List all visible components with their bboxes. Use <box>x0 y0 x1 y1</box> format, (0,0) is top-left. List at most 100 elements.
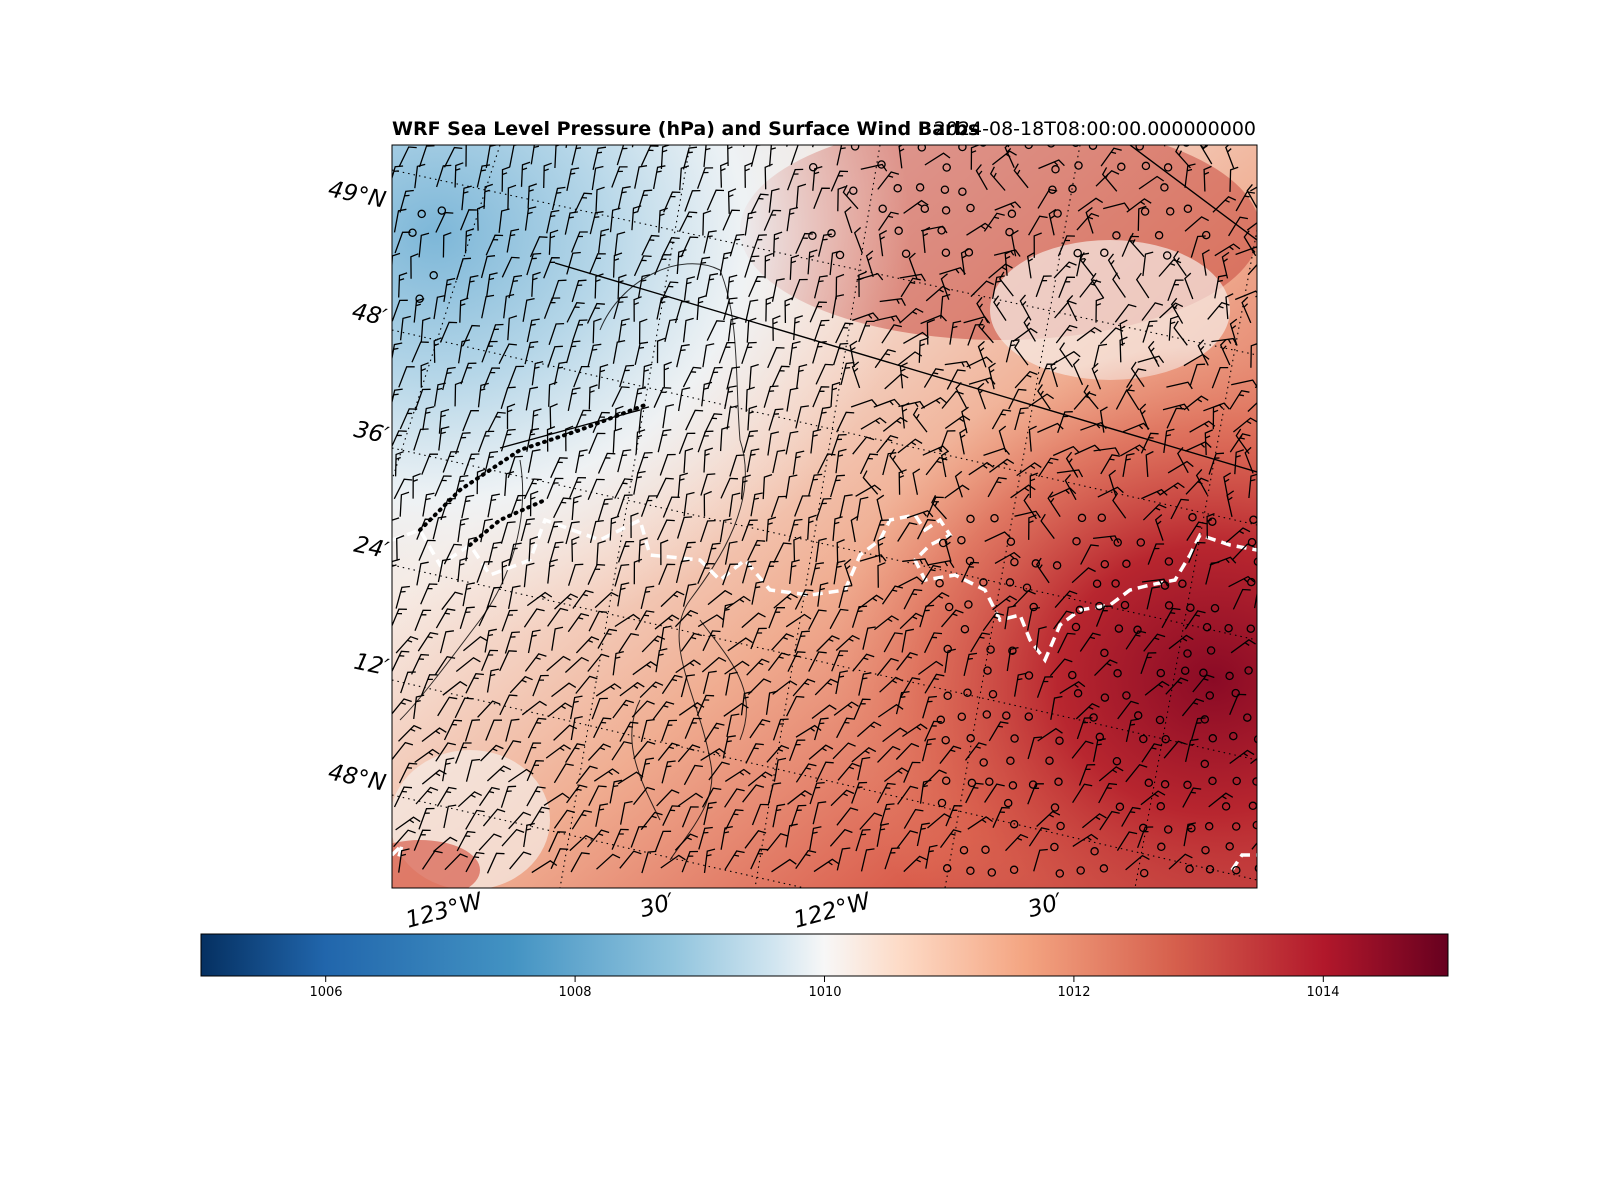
wind-barb <box>762 473 773 500</box>
wind-barb <box>1014 510 1041 519</box>
calm-wind-circle <box>1100 559 1110 569</box>
wind-barb <box>655 477 674 499</box>
calm-wind-circle <box>1204 822 1214 831</box>
wind-barb <box>611 741 632 761</box>
wind-barb <box>978 318 994 344</box>
wind-barb <box>674 609 699 628</box>
wind-barb <box>1080 421 1107 431</box>
calm-wind-circle <box>1113 669 1122 678</box>
wind-barb <box>750 193 769 215</box>
wind-barb <box>813 858 840 873</box>
wind-barb <box>771 633 795 651</box>
wind-barb <box>528 536 539 562</box>
wind-barb <box>879 297 906 307</box>
wind-barb <box>703 801 717 826</box>
wind-barb <box>1184 738 1199 763</box>
wind-barb <box>939 829 962 848</box>
wind-barb <box>617 582 630 607</box>
calm-wind-circle <box>901 249 911 258</box>
wind-barb <box>595 683 622 697</box>
wind-barb <box>485 234 504 256</box>
colorbar-tick-1014: 1014 <box>1306 985 1340 1000</box>
calm-wind-circle <box>981 845 990 855</box>
wind-barb <box>1138 175 1165 190</box>
calm-wind-circle <box>1163 163 1173 172</box>
wind-barb <box>858 594 884 610</box>
wind-barb <box>794 589 814 610</box>
wind-barb <box>1125 763 1148 783</box>
wind-barb <box>924 720 942 742</box>
wind-barb <box>852 436 875 455</box>
calm-wind-circle <box>1205 691 1215 700</box>
wind-barb <box>1116 831 1138 851</box>
wind-barb <box>786 695 805 717</box>
wind-barb <box>506 228 520 253</box>
wind-barb <box>1050 360 1059 388</box>
wind-barb <box>486 852 505 874</box>
wind-barb <box>461 494 475 519</box>
wind-barb <box>1023 493 1037 520</box>
calm-wind-circle <box>850 145 860 151</box>
wind-barb <box>454 381 464 407</box>
wind-barb <box>392 517 400 523</box>
wind-barb <box>961 406 969 434</box>
wind-barb <box>1038 159 1065 170</box>
wind-barb <box>770 495 787 518</box>
calm-wind-circle <box>957 535 966 545</box>
wind-barb <box>411 653 430 675</box>
wind-barb <box>567 387 581 412</box>
wind-barb <box>587 653 610 672</box>
wind-barb <box>501 166 511 192</box>
wind-barb <box>719 251 733 276</box>
wind-barb <box>877 536 886 563</box>
wind-barb <box>1005 833 1029 852</box>
wind-barb <box>939 745 962 765</box>
wind-barb <box>772 315 781 341</box>
wind-barb <box>595 803 609 827</box>
calm-wind-circle <box>1253 735 1257 744</box>
wind-barb <box>832 342 849 366</box>
wind-barb <box>612 339 626 364</box>
wind-barb <box>817 453 836 474</box>
wind-barb <box>500 386 516 409</box>
wind-barb <box>772 803 786 828</box>
wind-barb <box>940 450 949 478</box>
calm-wind-circle <box>1024 712 1034 721</box>
wind-barb <box>461 185 472 211</box>
graticule <box>392 145 1257 888</box>
calm-wind-circle <box>1100 648 1109 658</box>
wind-barb <box>766 832 789 852</box>
calm-wind-circle <box>1229 731 1238 741</box>
wind-barb <box>810 562 824 586</box>
calm-wind-circle <box>1254 864 1257 873</box>
wind-barb <box>1130 361 1145 388</box>
wind-barb <box>1250 122 1266 143</box>
calm-wind-circle <box>1156 668 1166 678</box>
calm-wind-circle <box>1090 847 1099 856</box>
wind-barb <box>865 250 874 278</box>
calm-wind-circle <box>944 602 954 612</box>
wind-barb <box>478 605 497 627</box>
wind-barb <box>619 850 642 869</box>
calm-wind-circle <box>1073 689 1083 698</box>
wind-barb <box>476 561 493 583</box>
wind-barb <box>664 318 678 342</box>
calm-wind-circle <box>1183 649 1192 658</box>
wind-barb <box>744 830 767 849</box>
wind-barb <box>565 743 586 763</box>
wind-barb <box>989 166 1006 191</box>
wind-barb <box>466 274 479 300</box>
calm-wind-circle <box>1099 864 1109 873</box>
calm-wind-circle <box>1029 602 1038 612</box>
calm-wind-circle <box>877 160 886 169</box>
wind-barb <box>815 761 834 783</box>
wind-barb <box>925 285 951 302</box>
wind-barb <box>1235 428 1250 454</box>
wind-barb <box>566 167 580 192</box>
wind-barb <box>860 163 888 172</box>
wind-barb <box>438 408 450 434</box>
wind-barb <box>462 636 488 652</box>
wind-barb <box>543 297 561 319</box>
wind-barb <box>941 609 964 628</box>
wind-barb <box>811 704 837 720</box>
